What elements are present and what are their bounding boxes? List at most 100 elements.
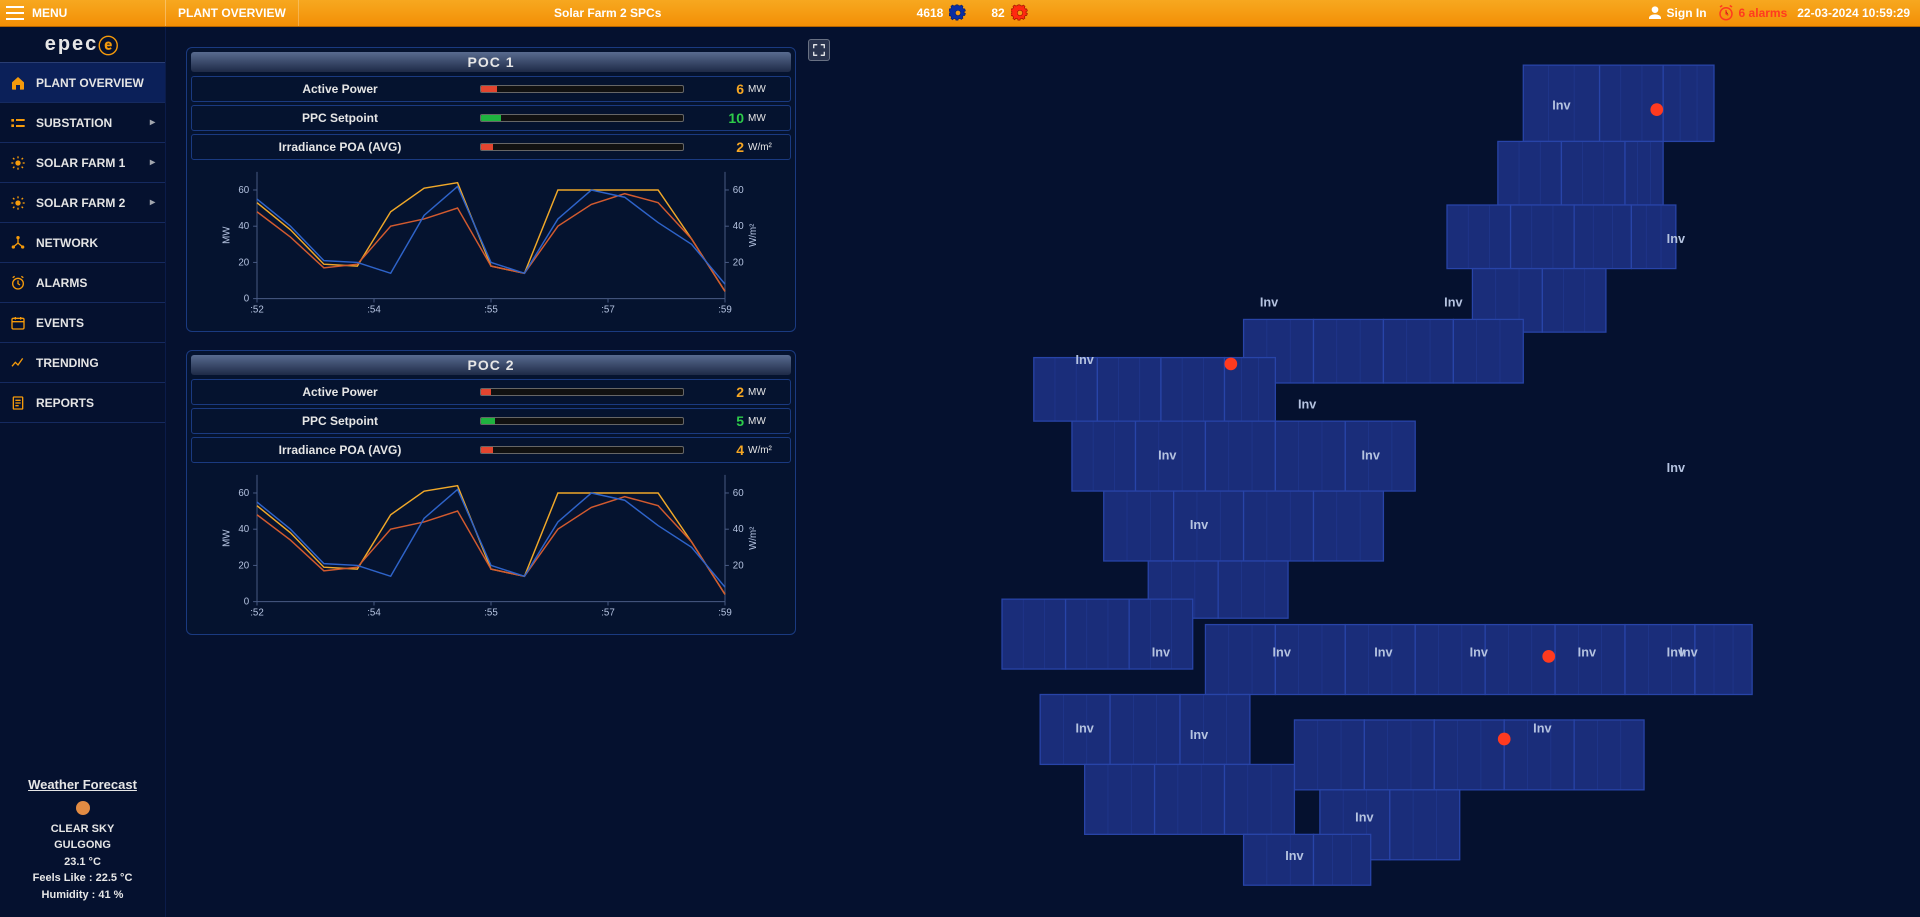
svg-text::57: :57 bbox=[601, 304, 615, 315]
svg-text:Inv: Inv bbox=[1285, 848, 1304, 863]
svg-text::54: :54 bbox=[367, 607, 381, 618]
svg-text:20: 20 bbox=[733, 560, 744, 571]
sidebar-item-solar-farm-1[interactable]: SOLAR FARM 1▸ bbox=[0, 143, 165, 183]
poc-card-2: POC 2Active Power2MWPPC Setpoint5MWIrrad… bbox=[186, 350, 796, 635]
svg-text:Inv: Inv bbox=[1470, 644, 1489, 659]
weather-title: Weather Forecast bbox=[6, 775, 159, 795]
topbar: MENU PLANT OVERVIEW Solar Farm 2 SPCs 46… bbox=[0, 0, 1920, 27]
metric-bar bbox=[480, 446, 684, 454]
metric-label: Irradiance POA (AVG) bbox=[200, 443, 480, 457]
svg-text:Inv: Inv bbox=[1362, 447, 1381, 462]
site-map[interactable]: InvInvInvInvInvInvInvInvInvInvInvInvInvI… bbox=[796, 27, 1920, 917]
sidebar-item-label: EVENTS bbox=[36, 316, 84, 330]
sidebar-item-label: SOLAR FARM 2 bbox=[36, 196, 125, 210]
dots-icon bbox=[10, 115, 26, 131]
alarms-indicator[interactable]: 6 alarms bbox=[1717, 4, 1788, 22]
poc-title: POC 1 bbox=[191, 52, 791, 72]
breadcrumb: PLANT OVERVIEW bbox=[166, 0, 299, 26]
datetime: 22-03-2024 10:59:29 bbox=[1797, 6, 1910, 20]
svg-text:MW: MW bbox=[222, 529, 233, 547]
metric-unit: MW bbox=[744, 84, 782, 95]
sidebar-item-label: ALARMS bbox=[36, 276, 87, 290]
gear-red-icon bbox=[1011, 4, 1029, 22]
metric-row: Active Power 6MW bbox=[191, 76, 791, 102]
expand-map-button[interactable] bbox=[808, 39, 830, 61]
nav: PLANT OVERVIEWSUBSTATION▸SOLAR FARM 1▸SO… bbox=[0, 63, 165, 423]
svg-text:Inv: Inv bbox=[1578, 644, 1597, 659]
sidebar-item-plant-overview[interactable]: PLANT OVERVIEW bbox=[0, 63, 165, 103]
charts-column: POC 1Active Power6MWPPC Setpoint10MWIrra… bbox=[166, 27, 796, 917]
sidebar-item-label: NETWORK bbox=[36, 236, 98, 250]
map-column: InvInvInvInvInvInvInvInvInvInvInvInvInvI… bbox=[796, 27, 1920, 917]
chevron-right-icon: ▸ bbox=[150, 117, 155, 128]
metric-unit: MW bbox=[744, 416, 782, 427]
signin-button[interactable]: Sign In bbox=[1647, 5, 1707, 21]
weather-loc: GULGONG bbox=[6, 837, 159, 854]
metric-value: 10 bbox=[684, 110, 744, 126]
clock-icon bbox=[10, 275, 26, 291]
svg-text:0: 0 bbox=[244, 294, 250, 305]
svg-text::55: :55 bbox=[484, 304, 498, 315]
doc-icon bbox=[10, 395, 26, 411]
sidebar-item-reports[interactable]: REPORTS bbox=[0, 383, 165, 423]
sidebar-item-trending[interactable]: TRENDING bbox=[0, 343, 165, 383]
sidebar-item-network[interactable]: NETWORK bbox=[0, 223, 165, 263]
sidebar-item-label: SUBSTATION bbox=[36, 116, 112, 130]
menu-toggle[interactable]: MENU bbox=[0, 0, 166, 26]
weather-sky: CLEAR SKY bbox=[6, 821, 159, 838]
sun-icon bbox=[10, 155, 26, 171]
svg-text::57: :57 bbox=[601, 607, 615, 618]
metric-label: Active Power bbox=[200, 82, 480, 96]
svg-text:20: 20 bbox=[238, 257, 249, 268]
sidebar-item-events[interactable]: EVENTS bbox=[0, 303, 165, 343]
menu-icon bbox=[6, 6, 24, 20]
sidebar-item-label: REPORTS bbox=[36, 396, 94, 410]
home-icon bbox=[10, 75, 26, 91]
expand-icon bbox=[812, 43, 826, 57]
metric-row: Irradiance POA (AVG)2W/m² bbox=[191, 134, 791, 160]
weather-temp: 23.1 °C bbox=[6, 854, 159, 871]
metric-unit: MW bbox=[744, 387, 782, 398]
svg-text:Inv: Inv bbox=[1152, 644, 1171, 659]
metric-bar bbox=[480, 114, 684, 122]
poc-card-1: POC 1Active Power6MWPPC Setpoint10MWIrra… bbox=[186, 47, 796, 332]
poc-chart-1[interactable]: 0204060204060:52:54:55:57:59MWW/m² bbox=[199, 167, 783, 323]
svg-text:Inv: Inv bbox=[1075, 721, 1094, 736]
metric-value: 6 bbox=[684, 81, 744, 97]
sidebar-item-substation[interactable]: SUBSTATION ▸ bbox=[0, 103, 165, 143]
logo: epecⓔ bbox=[0, 27, 165, 63]
svg-text::52: :52 bbox=[250, 304, 264, 315]
svg-text:Inv: Inv bbox=[1444, 295, 1463, 310]
svg-text::54: :54 bbox=[367, 304, 381, 315]
metric-row: Irradiance POA (AVG)4W/m² bbox=[191, 437, 791, 463]
sidebar-item-label: SOLAR FARM 1 bbox=[36, 156, 125, 170]
weather-humidity: Humidity : 41 % bbox=[6, 887, 159, 904]
svg-text::55: :55 bbox=[484, 607, 498, 618]
metric-value: 4 bbox=[684, 442, 744, 458]
metric-label: Active Power bbox=[200, 385, 480, 399]
metric-value: 5 bbox=[684, 413, 744, 429]
svg-text:40: 40 bbox=[238, 524, 249, 535]
badge-blue-value: 4618 bbox=[917, 6, 944, 20]
svg-text:60: 60 bbox=[238, 185, 249, 196]
poc-chart-2[interactable]: 0204060204060:52:54:55:57:59MWW/m² bbox=[199, 470, 783, 626]
metric-label: PPC Setpoint bbox=[200, 111, 480, 125]
svg-text:40: 40 bbox=[733, 221, 744, 232]
cal-icon bbox=[10, 315, 26, 331]
weather-feels: Feels Like : 22.5 °C bbox=[6, 870, 159, 887]
metric-unit: W/m² bbox=[744, 142, 782, 153]
svg-text:60: 60 bbox=[733, 185, 744, 196]
svg-text:40: 40 bbox=[238, 221, 249, 232]
trend-icon bbox=[10, 355, 26, 371]
metric-row: PPC Setpoint5MW bbox=[191, 408, 791, 434]
sun-icon bbox=[76, 801, 90, 815]
poc-title: POC 2 bbox=[191, 355, 791, 375]
svg-text:MW: MW bbox=[222, 226, 233, 244]
chevron-right-icon: ▸ bbox=[150, 197, 155, 208]
metric-bar bbox=[480, 388, 684, 396]
svg-text:Inv: Inv bbox=[1298, 396, 1317, 411]
sidebar-item-solar-farm-2[interactable]: SOLAR FARM 2 ▸ bbox=[0, 183, 165, 223]
metric-value: 2 bbox=[684, 139, 744, 155]
sidebar-item-alarms[interactable]: ALARMS bbox=[0, 263, 165, 303]
svg-text:W/m²: W/m² bbox=[748, 223, 759, 247]
